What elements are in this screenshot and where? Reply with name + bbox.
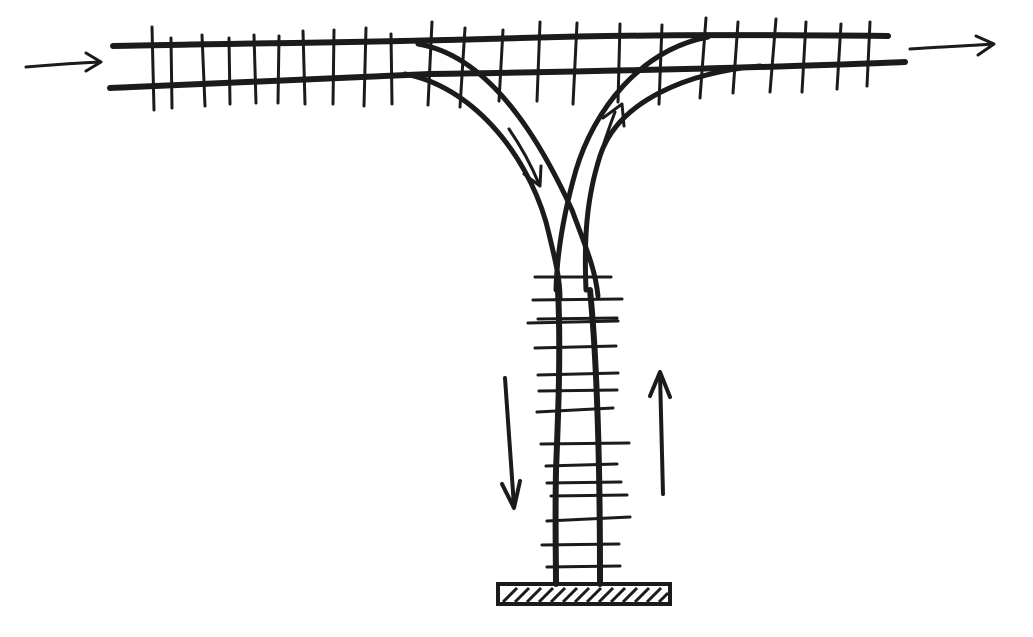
hatch-line	[561, 586, 579, 604]
hatch-line	[525, 586, 543, 604]
main-rail-top	[110, 32, 891, 49]
hatch-line	[657, 591, 670, 604]
tail-tie	[535, 406, 615, 414]
hatch-line	[621, 586, 639, 604]
arrow-main-exit-head	[974, 34, 996, 57]
arrow-right-branch-shaft	[590, 110, 617, 184]
arrow-main-exit-shaft	[908, 42, 995, 51]
tail-track	[526, 275, 632, 587]
arrow-left-branch-down	[507, 127, 543, 188]
main-tie	[426, 20, 434, 107]
hatch-line	[609, 586, 627, 604]
arrow-tail-up-head	[648, 370, 672, 399]
arrow-tail-up-shaft	[658, 372, 665, 496]
arrow-right-branch-head	[601, 102, 626, 128]
hatch-line	[549, 586, 567, 604]
main-tie	[698, 16, 708, 100]
main-tie	[150, 25, 156, 112]
hatch-line	[513, 586, 531, 604]
main-tie	[865, 20, 872, 88]
arrow-tail-down-shaft	[503, 376, 516, 508]
tail-rail-right	[587, 287, 603, 587]
hatch-line	[645, 586, 663, 604]
arrow-left-branch-shaft	[507, 127, 541, 186]
arrow-left-branch-head	[522, 164, 543, 188]
arrow-tail-down	[500, 376, 522, 510]
hatch-line	[501, 586, 519, 604]
branch-left-rail-outer	[402, 71, 563, 301]
arrow-main-entry-shaft	[24, 60, 102, 69]
tail-ties	[526, 275, 632, 569]
hatch-line	[537, 586, 555, 604]
main-tie	[227, 36, 232, 106]
main-rail-bottom	[107, 59, 908, 91]
arrow-main-exit	[908, 34, 996, 57]
arrow-right-branch-up	[590, 102, 626, 184]
branch-left-rail-inner	[415, 41, 601, 299]
buffer-stop	[496, 582, 672, 606]
tail-tie	[536, 316, 619, 321]
hatch-line	[597, 586, 615, 604]
hatch-line	[573, 586, 591, 604]
hatch-line	[633, 586, 651, 604]
arrow-main-entry	[24, 51, 103, 73]
buffer-stop-hatching	[501, 586, 670, 604]
tail-tie	[545, 564, 622, 569]
tail-tie	[537, 388, 619, 393]
tail-tie	[533, 344, 618, 350]
tail-tie	[531, 297, 624, 302]
arrow-tail-up	[648, 370, 672, 496]
main-line-track	[107, 16, 908, 112]
buffer-stop-outline	[496, 582, 672, 606]
tail-tie	[526, 319, 620, 325]
tail-tie	[536, 371, 620, 377]
tail-tie	[549, 493, 629, 498]
arrow-main-entry-head	[84, 51, 103, 73]
branch-right-rail-inner	[553, 34, 711, 293]
main-tie	[768, 17, 778, 94]
main-tie	[535, 20, 542, 103]
tail-tie	[545, 515, 632, 523]
arrow-tail-down-head	[500, 479, 522, 510]
tail-rail-left	[552, 287, 563, 587]
main-tie	[169, 36, 174, 110]
hatch-line	[585, 586, 603, 604]
main-tie	[389, 32, 394, 106]
tail-tie	[545, 480, 623, 485]
main-tie	[276, 34, 281, 105]
main-tie	[497, 28, 505, 103]
branch-right-track	[553, 34, 763, 293]
